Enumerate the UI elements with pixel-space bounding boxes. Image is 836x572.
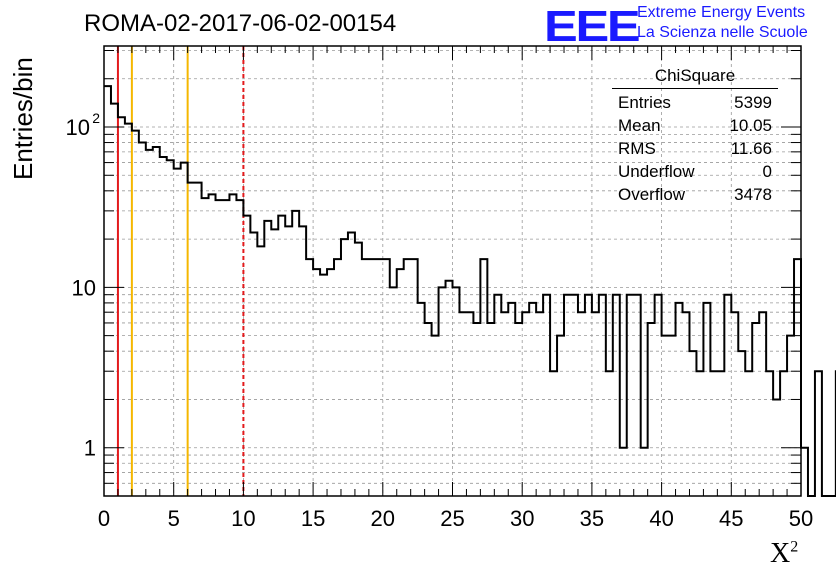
histogram-series xyxy=(104,85,836,497)
y-tick-label: 1 xyxy=(84,436,96,461)
x-tick-label: 0 xyxy=(98,506,110,531)
eee-logo: EEE xyxy=(544,2,641,51)
stats-row: Underflow 0 xyxy=(612,160,778,183)
x-tick-label: 25 xyxy=(440,506,464,531)
stats-label: Mean xyxy=(618,116,661,135)
x-tick-label: 30 xyxy=(510,506,534,531)
x-tick-label: 10 xyxy=(231,506,255,531)
x-tick-label: 35 xyxy=(580,506,604,531)
x-tick-label: 40 xyxy=(649,506,673,531)
stats-row: Entries 5399 xyxy=(612,91,778,114)
stats-value: 11.66 xyxy=(730,139,772,158)
x-axis-label-base: X xyxy=(770,538,791,569)
grid xyxy=(104,46,801,496)
run-title: ROMA-02-2017-06-02-00154 xyxy=(84,10,397,37)
stats-value: 5399 xyxy=(734,93,772,112)
stats-value: 0 xyxy=(762,162,772,181)
stats-row: RMS 11.66 xyxy=(612,137,778,160)
x-tick-label: 45 xyxy=(719,506,743,531)
logo-tagline-1: Extreme Energy Events xyxy=(637,4,806,21)
x-tick-label: 5 xyxy=(168,506,180,531)
y-tick-label: 10 xyxy=(66,115,90,140)
stats-label: Entries xyxy=(618,93,671,112)
x-tick-label: 15 xyxy=(301,506,325,531)
histogram-line xyxy=(104,85,836,497)
x-axis-label: X2 xyxy=(770,538,798,570)
stats-row: Overflow 3478 xyxy=(612,183,778,206)
stats-label: Overflow xyxy=(618,185,686,204)
stats-value: 10.05 xyxy=(729,116,772,135)
logo-tagline-2: La Scienza nelle Scuole xyxy=(637,24,808,41)
y-tick-label-exponent: 2 xyxy=(92,110,100,126)
reference-lines xyxy=(116,46,245,496)
stats-row: Mean 10.05 xyxy=(612,114,778,137)
stats-value: 3478 xyxy=(734,185,772,204)
stats-label: RMS xyxy=(618,139,656,158)
stats-label: Underflow xyxy=(618,162,695,181)
x-axis-label-sup: 2 xyxy=(790,538,799,556)
stats-title: ChiSquare xyxy=(612,66,778,89)
y-axis-label: Entries/bin xyxy=(8,57,38,180)
x-tick-label: 20 xyxy=(371,506,395,531)
stats-box: ChiSquare Entries 5399 Mean 10.05 RMS 11.66… xyxy=(612,66,778,206)
x-tick-label: 50 xyxy=(789,506,813,531)
y-tick-label: 10 xyxy=(72,275,96,300)
axis-ticks xyxy=(103,46,802,497)
